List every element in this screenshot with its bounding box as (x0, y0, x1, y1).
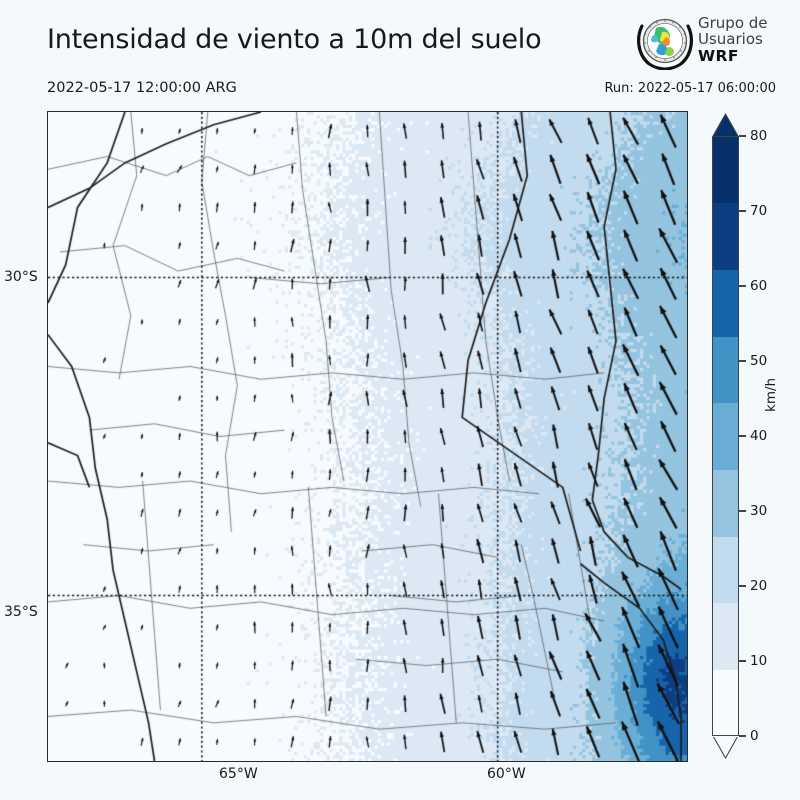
colorbar-tick-label: 40 (750, 428, 768, 444)
wind-intensity-map[interactable] (47, 111, 688, 762)
header: Intensidad de viento a 10m del suelo 202… (0, 0, 800, 105)
colorbar-segment (712, 602, 739, 670)
axis-label-lon-60w: 60°W (487, 766, 526, 782)
colorbar-tick-label: 0 (750, 728, 759, 744)
colorbar-tick (739, 660, 746, 662)
colorbar-tick-label: 10 (750, 653, 768, 669)
brand-logo-text: Grupo de Usuarios WRF (698, 14, 768, 65)
colorbar[interactable]: 0 10 20 30 40 50 60 70 80 km/h (711, 112, 799, 764)
colorbar-tick (739, 135, 746, 137)
colorbar-tick-label: 60 (750, 278, 768, 294)
brand-logo: Grupo de Usuarios WRF (636, 12, 796, 74)
colorbar-tick (739, 435, 746, 437)
colorbar-tick (739, 585, 746, 587)
logo-line-1: Grupo de (698, 14, 768, 32)
logo-line-3: WRF (698, 46, 739, 65)
colorbar-segment (712, 536, 739, 604)
colorbar-segment (712, 336, 739, 404)
axis-label-lat-35s: 35°S (4, 604, 38, 620)
colorbar-tick-label: 30 (750, 503, 768, 519)
colorbar-segment (712, 669, 739, 737)
colorbar-segment (712, 136, 739, 204)
colorbar-tick (739, 210, 746, 212)
colorbar-gradient (712, 136, 739, 737)
colorbar-segment (712, 469, 739, 537)
page-title: Intensidad de viento a 10m del suelo (47, 24, 542, 55)
colorbar-arrows (711, 113, 740, 759)
axis-label-lon-65w: 65°W (219, 766, 258, 782)
axis-label-lat-30s: 30°S (4, 269, 38, 285)
colorbar-tick (739, 285, 746, 287)
colorbar-unit-label: km/h (763, 377, 779, 412)
run-time-label: Run: 2022-05-17 06:00:00 (604, 81, 776, 96)
valid-time-label: 2022-05-17 12:00:00 ARG (47, 80, 237, 96)
colorbar-segment (712, 402, 739, 470)
colorbar-tick-label: 50 (750, 353, 768, 369)
colorbar-tick-label: 80 (750, 128, 768, 144)
colorbar-tick (739, 735, 746, 737)
colorbar-tick-label: 20 (750, 578, 768, 594)
logo-line-2: Usuarios (698, 29, 763, 48)
colorbar-segment (712, 202, 739, 270)
colorbar-segment (712, 269, 739, 337)
colorbar-tick (739, 510, 746, 512)
map-canvas[interactable] (48, 112, 687, 761)
colorbar-tick (739, 360, 746, 362)
globe-emblem-icon (636, 14, 694, 71)
colorbar-tick-label: 70 (750, 203, 768, 219)
